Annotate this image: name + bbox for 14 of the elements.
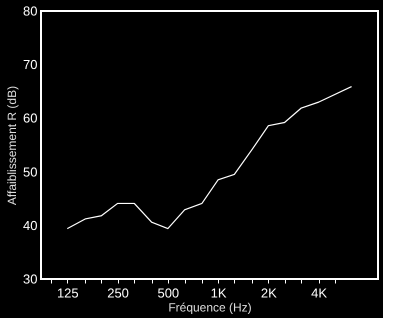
x-tick-label: 125 xyxy=(56,286,79,300)
y-axis-title: Affaiblissement R (dB) xyxy=(5,86,20,206)
x-tick-label: 250 xyxy=(107,286,129,300)
y-tick-label: 60 xyxy=(23,110,38,126)
x-tick-label: 1K xyxy=(210,286,227,300)
y-tick-label: 30 xyxy=(23,272,38,286)
y-tick-label: 80 xyxy=(23,4,38,18)
y-tick-label: 70 xyxy=(23,57,38,72)
x-tick-label: 500 xyxy=(157,286,180,300)
x-axis-title: Fréquence (Hz) xyxy=(168,300,252,314)
x-tick-label: 4K xyxy=(311,286,328,300)
x-tick-label: 2K xyxy=(260,286,278,300)
y-tick-label: 50 xyxy=(23,164,38,180)
y-tick-label: 40 xyxy=(23,218,38,233)
